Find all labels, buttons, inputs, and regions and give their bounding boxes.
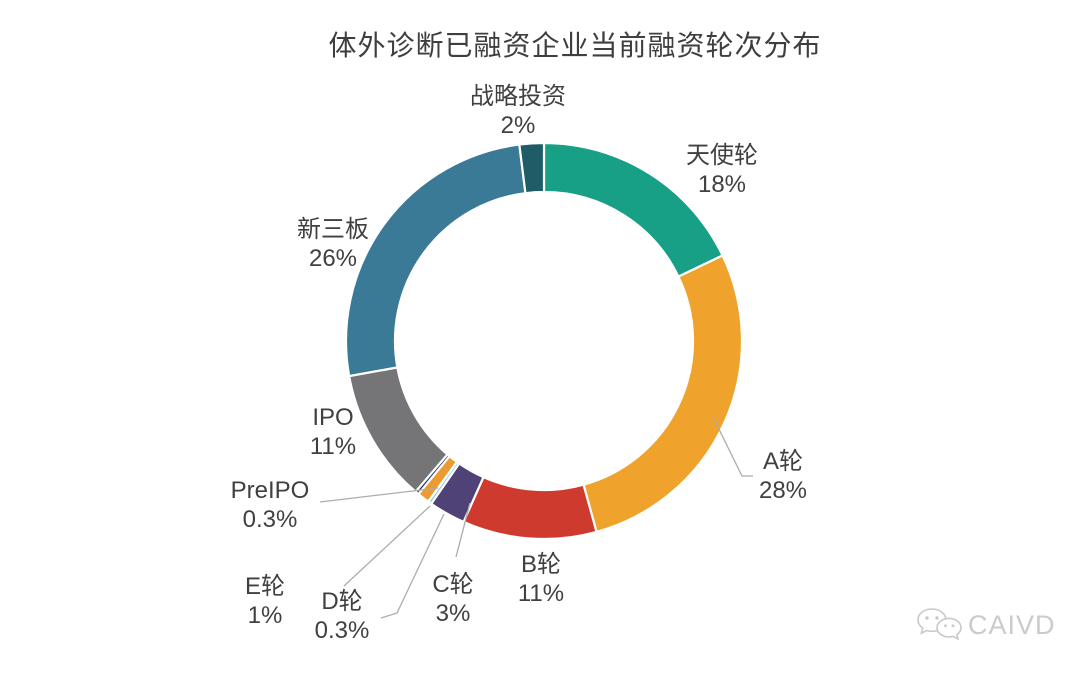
leader-line-round-a: [712, 416, 753, 477]
label-strategic: 战略投资 2%: [470, 83, 566, 139]
label-round-c: C轮 3%: [432, 571, 473, 627]
leader-line-round-d: [380, 513, 445, 619]
wechat-logo-icon: [917, 608, 962, 641]
label-round-b: B轮 11%: [518, 551, 564, 607]
label-ipo: IPO 11%: [310, 404, 356, 460]
slice-strategic: [518, 141, 546, 195]
slice-round-a: [582, 254, 744, 534]
leader-line-pre-ipo: [319, 487, 439, 503]
watermark: CAIVD: [916, 606, 1056, 644]
leader-line-round-e: [343, 505, 431, 587]
slice-neeq: [344, 143, 527, 378]
watermark-text: CAIVD: [968, 609, 1056, 640]
label-round-d: D轮 0.3%: [315, 588, 370, 644]
label-neeq: 新三板 26%: [297, 216, 369, 272]
label-round-a: A轮 28%: [759, 448, 807, 504]
leader-line-round-c: [455, 502, 471, 558]
label-round-e: E轮 1%: [245, 573, 285, 629]
chart-title: 体外诊断已融资企业当前融资轮次分布: [328, 30, 822, 61]
label-pre-ipo: PreIPO 0.3%: [231, 477, 310, 533]
slice-ipo: [347, 366, 449, 494]
slice-round-b: [462, 475, 598, 541]
label-angel: 天使轮 18%: [686, 142, 758, 198]
